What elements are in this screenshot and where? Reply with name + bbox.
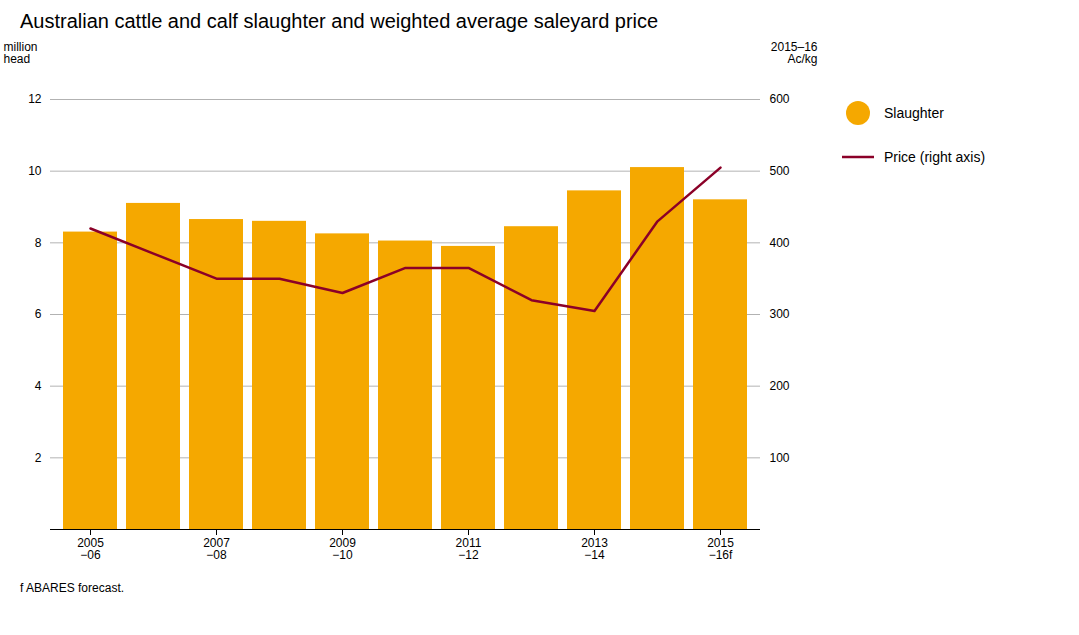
svg-text:6: 6 — [35, 307, 42, 321]
svg-text:300: 300 — [770, 307, 790, 321]
html-text:Price (right axis): Price (right axis) — [884, 149, 986, 165]
svg-text:2005−06: 2005−06 — [77, 536, 104, 562]
html-text:Slaughter: Slaughter — [884, 105, 944, 121]
svg-text:2011−12: 2011−12 — [456, 536, 482, 562]
svg-text:2015−16f: 2015−16f — [707, 536, 734, 562]
svg-text:10: 10 — [28, 164, 42, 178]
svg-text:100: 100 — [770, 451, 790, 465]
svg-text:8: 8 — [35, 236, 42, 250]
svg-text:200: 200 — [770, 379, 790, 393]
svg-text:2009−10: 2009−10 — [329, 536, 356, 562]
svg-text:4: 4 — [35, 379, 42, 393]
svg-text:2: 2 — [35, 451, 42, 465]
svg-text:2013−14: 2013−14 — [581, 536, 608, 562]
svg-text:500: 500 — [770, 164, 790, 178]
svg-text:400: 400 — [770, 236, 790, 250]
html-text:f ABARES forecast.: f ABARES forecast. — [20, 581, 124, 595]
svg-text:2007−08: 2007−08 — [203, 536, 230, 562]
svg-text:600: 600 — [770, 92, 790, 106]
svg-text:millionhead: millionhead — [4, 40, 38, 66]
html-text:Australian cattle and calf sla: Australian cattle and calf slaughter and… — [20, 10, 659, 32]
svg-text:12: 12 — [28, 92, 42, 106]
svg-text:2015–16Ac/kg: 2015–16Ac/kg — [771, 40, 818, 66]
